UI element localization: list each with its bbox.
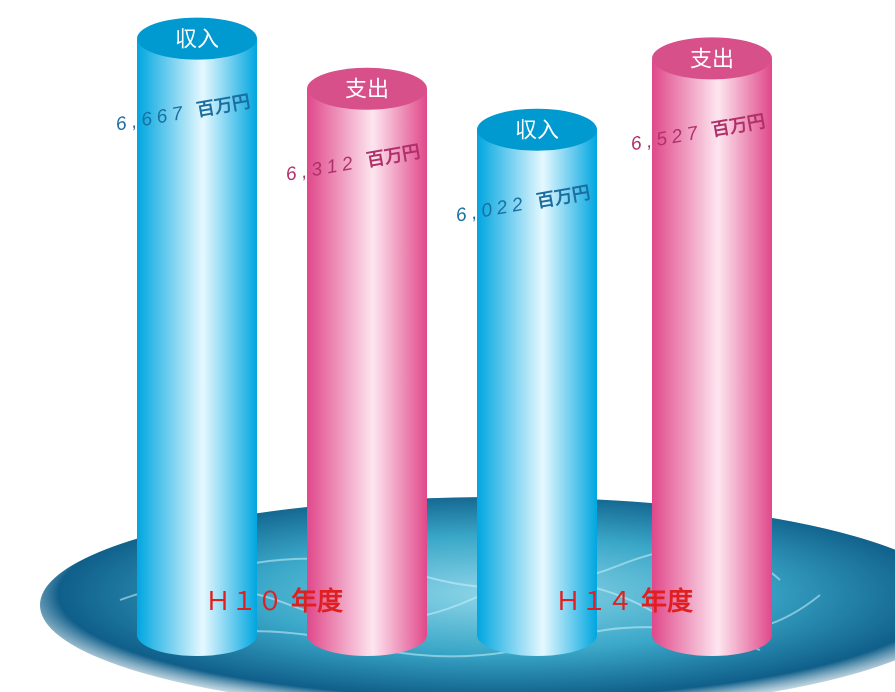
bar-category-label: 収入 (515, 119, 559, 144)
bar-body (652, 58, 772, 636)
bar-body (307, 88, 427, 635)
bar-base (652, 614, 772, 656)
bar-cap (477, 108, 597, 151)
bar-body (137, 38, 257, 635)
year-suffix: 年度 (641, 586, 693, 617)
bar-base (477, 614, 597, 656)
bar-cap (652, 37, 772, 80)
expense-bar: 支出 (307, 67, 427, 656)
year-prefix: Ｈ１４ (555, 586, 633, 616)
year-prefix: Ｈ１０ (205, 586, 283, 616)
bar-category-label: 収入 (175, 28, 219, 53)
year-suffix: 年度 (291, 586, 343, 617)
bar-body (477, 129, 597, 635)
expense-bar: 支出 (652, 37, 772, 656)
year-label: Ｈ１０ 年度 (205, 586, 343, 617)
year-label: Ｈ１４ 年度 (555, 586, 693, 617)
income-bar: 収入 (137, 17, 257, 656)
income-bar: 収入 (477, 108, 597, 656)
bar-base (137, 614, 257, 656)
bar-cap (307, 67, 427, 110)
bar-cap (137, 17, 257, 60)
bar-base (307, 614, 427, 656)
bar-category-label: 支出 (345, 78, 389, 103)
bar-category-label: 支出 (690, 47, 734, 72)
